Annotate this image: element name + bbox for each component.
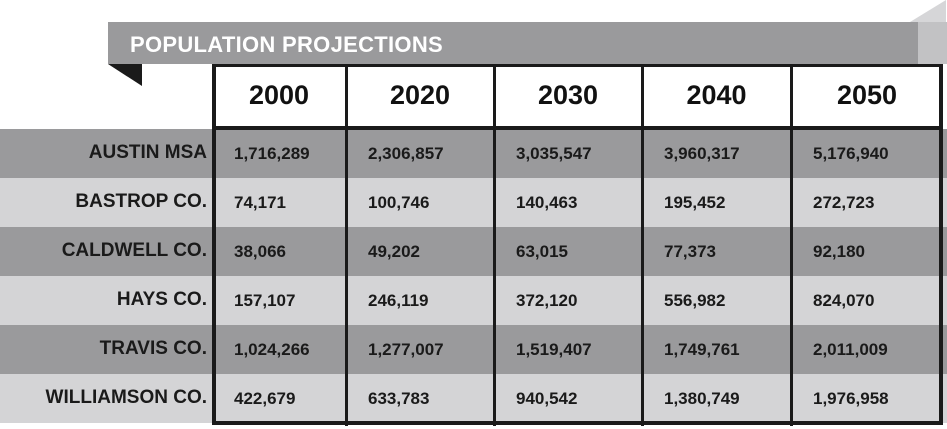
table-cell: 195,452 xyxy=(664,193,726,212)
table-cell: 3,035,547 xyxy=(516,144,592,163)
table-cell: 1,749,761 xyxy=(664,340,740,359)
row-label: CALDWELL CO. xyxy=(61,240,207,261)
table-cell: 633,783 xyxy=(368,389,430,408)
table-cell: 556,982 xyxy=(664,291,726,310)
table-cell: 49,202 xyxy=(368,242,420,261)
row-label: HAYS CO. xyxy=(116,289,207,310)
header-separator xyxy=(212,126,943,130)
table-cell: 63,015 xyxy=(516,242,568,261)
table-cell: 1,716,289 xyxy=(234,144,310,163)
row-label: BASTROP CO. xyxy=(75,191,207,212)
table-cell: 1,519,407 xyxy=(516,340,592,359)
column-header-2020: 2020 xyxy=(389,80,451,110)
table-cell: 422,679 xyxy=(234,389,296,408)
title-banner xyxy=(108,22,918,64)
row-label: AUSTIN MSA xyxy=(88,142,207,163)
table-cell: 372,120 xyxy=(516,291,578,310)
table-cell: 824,070 xyxy=(813,291,875,310)
column-divider xyxy=(493,64,496,426)
column-divider xyxy=(345,64,348,426)
row-label: TRAVIS CO. xyxy=(99,338,207,359)
table-cell: 5,176,940 xyxy=(813,144,889,163)
table-cell: 92,180 xyxy=(813,242,865,261)
column-divider xyxy=(790,64,793,426)
column-divider xyxy=(641,64,644,426)
banner-fold-right xyxy=(910,0,946,22)
table-cell: 272,723 xyxy=(813,193,875,212)
table-cell: 1,976,958 xyxy=(813,389,889,408)
table-row xyxy=(0,325,947,374)
table-cell: 940,542 xyxy=(516,389,578,408)
header-background xyxy=(212,64,943,128)
table-cell: 3,960,317 xyxy=(664,144,740,163)
table-cell: 74,171 xyxy=(234,193,286,212)
row-label: WILLIAMSON CO. xyxy=(45,387,207,408)
table-row xyxy=(0,178,947,227)
table-cell: 1,024,266 xyxy=(234,340,310,359)
table-cell: 100,746 xyxy=(368,193,430,212)
table-row xyxy=(0,276,947,325)
banner-fold-left xyxy=(108,64,142,86)
table-cell: 246,119 xyxy=(368,291,429,310)
table-cell: 2,306,857 xyxy=(368,144,444,163)
column-header-2040: 2040 xyxy=(686,80,747,110)
column-header-2050: 2050 xyxy=(836,80,898,110)
column-header-2030: 2030 xyxy=(537,80,599,110)
table-cell: 38,066 xyxy=(234,242,286,261)
table-row xyxy=(0,374,947,423)
column-header-2000: 2000 xyxy=(248,80,310,110)
chart-title: POPULATION PROJECTIONS xyxy=(130,32,443,57)
table-cell: 1,380,749 xyxy=(664,389,740,408)
table-cell: 1,277,007 xyxy=(368,340,444,359)
table-cell: 157,107 xyxy=(234,291,296,310)
table-row xyxy=(0,227,947,276)
table-cell: 77,373 xyxy=(664,242,716,261)
table-row xyxy=(0,129,947,178)
table-cell: 2,011,009 xyxy=(813,340,888,359)
table-cell: 140,463 xyxy=(516,193,578,212)
